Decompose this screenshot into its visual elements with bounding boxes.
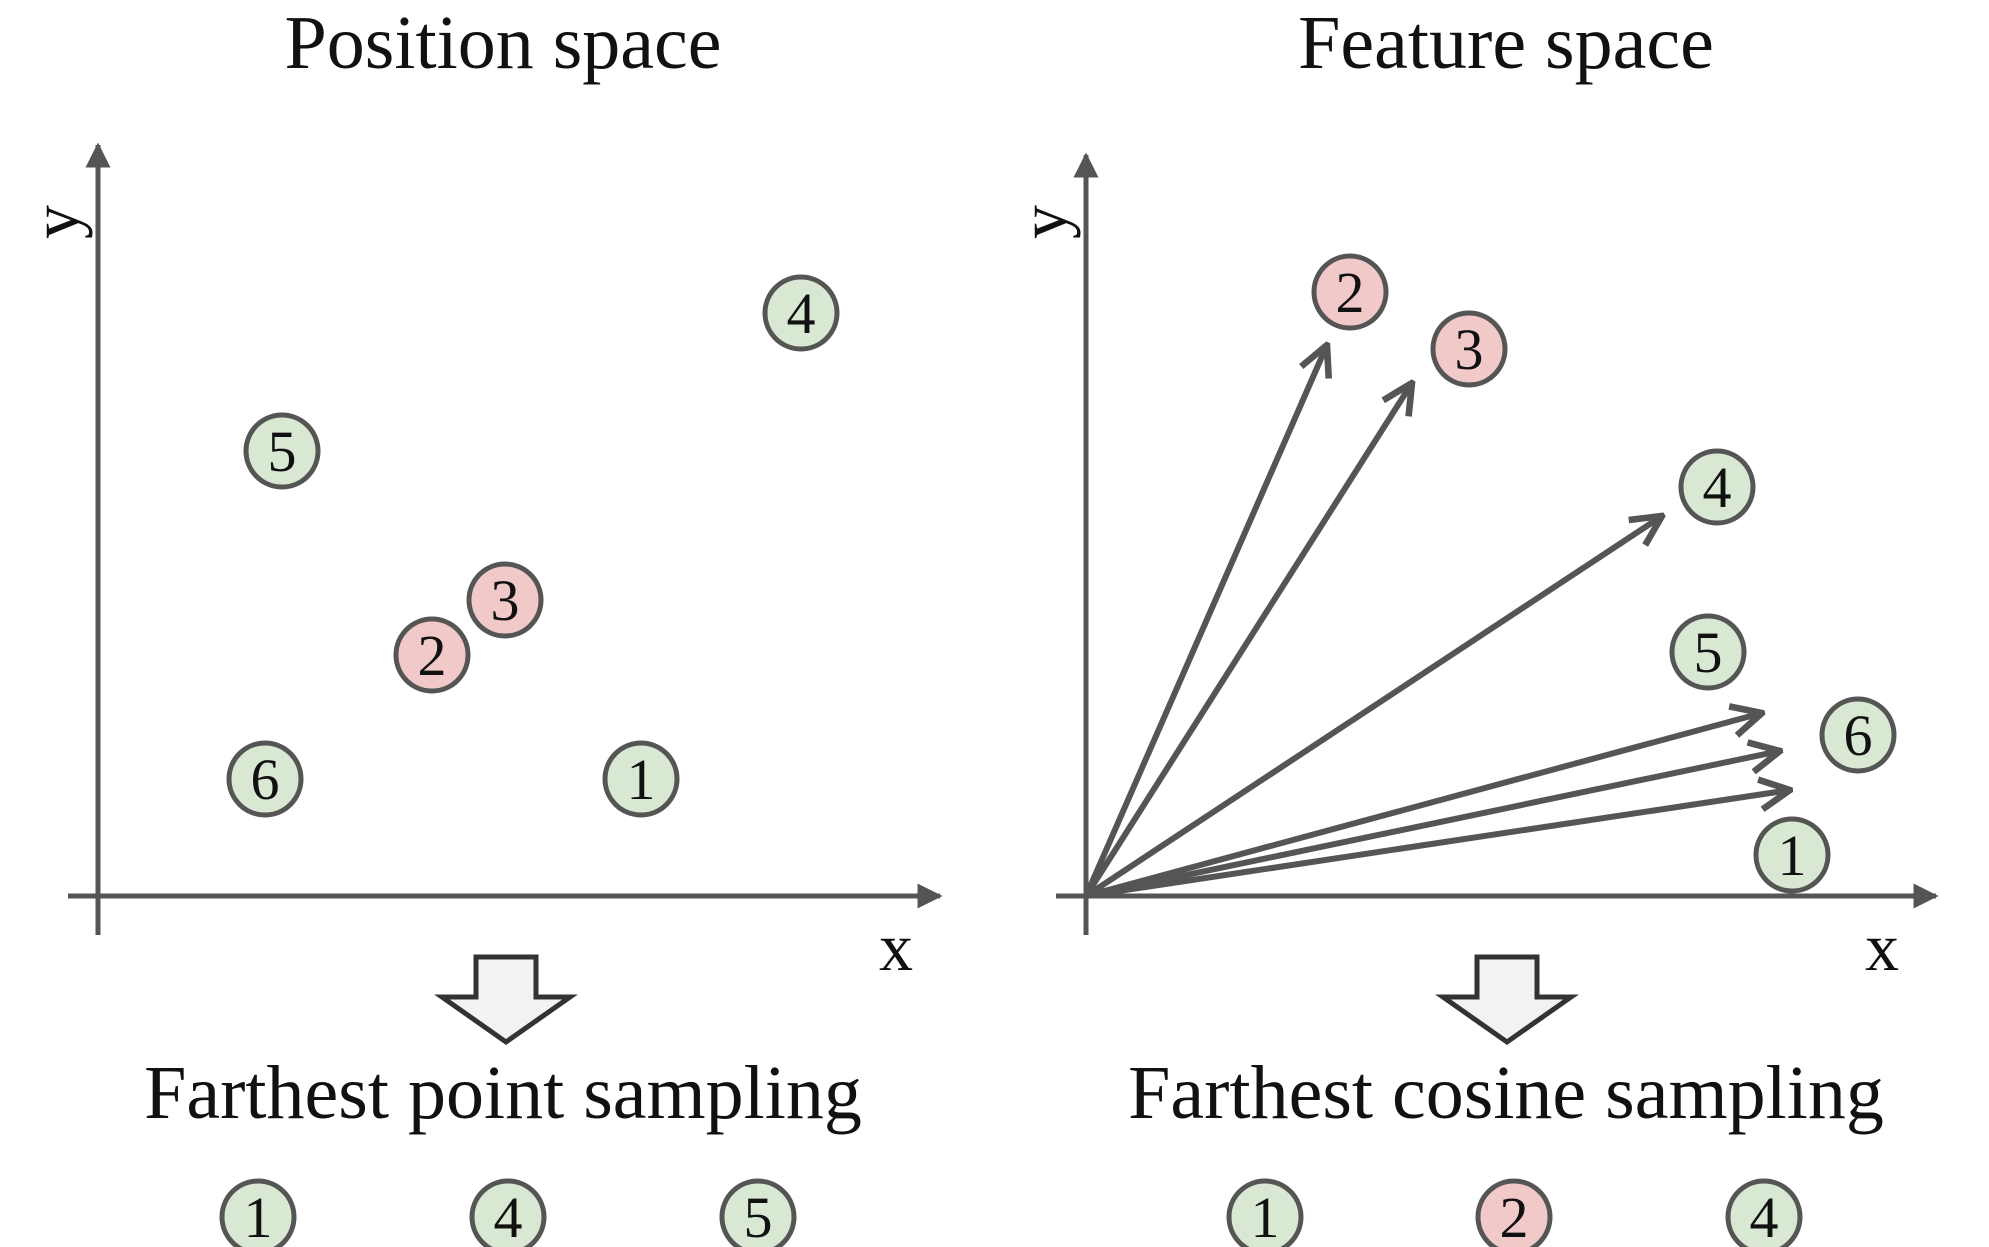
node-circle: [1226, 1178, 1304, 1247]
node-circle: [1475, 1178, 1553, 1247]
position-point-2: 2: [393, 616, 471, 694]
down-arrow-icon: [434, 954, 578, 1046]
feature-points: 1 2 3 4 5 6: [1311, 253, 1897, 894]
node-circle: [602, 740, 680, 818]
position-point-4: 4: [762, 274, 840, 352]
node-label: 4: [494, 1185, 523, 1247]
node-label: 1: [244, 1185, 273, 1247]
node-circle: [466, 561, 544, 639]
node-circle: [1753, 816, 1831, 894]
position-point-5: 5: [243, 412, 321, 490]
feature-selected-points: 1 2 4: [1226, 1178, 1803, 1247]
node-label: 4: [1750, 1185, 1779, 1247]
selected-point-1: 1: [219, 1178, 297, 1247]
feature-vector-5: [1085, 713, 1762, 899]
feature-point-5: 5: [1669, 613, 1747, 691]
node-circle: [226, 740, 304, 818]
feature-point-1: 1: [1753, 816, 1831, 894]
node-circle: [1669, 613, 1747, 691]
feature-point-3: 3: [1430, 310, 1508, 388]
node-circle: [1678, 448, 1756, 526]
node-circle: [1430, 310, 1508, 388]
selected-point-5: 5: [719, 1178, 797, 1247]
selected-point-4: 4: [469, 1178, 547, 1247]
node-label: 6: [251, 747, 280, 812]
node-circle: [219, 1178, 297, 1247]
node-label: 6: [1844, 703, 1873, 768]
node-label: 2: [1500, 1185, 1529, 1247]
feature-vector-3: [1083, 383, 1412, 898]
farthest-cosine-sampling-caption: Farthest cosine sampling: [1128, 1051, 1884, 1135]
feature-vector-2: [1083, 345, 1327, 898]
feature-space-title: Feature space: [1298, 1, 1714, 85]
node-label: 1: [627, 747, 656, 812]
position-point-3: 3: [466, 561, 544, 639]
feature-point-6: 6: [1819, 696, 1897, 774]
selected-point-4: 4: [1725, 1178, 1803, 1247]
node-circle: [1819, 696, 1897, 774]
y-axis-label: y: [1005, 205, 1081, 239]
selected-point-2: 2: [1475, 1178, 1553, 1247]
node-circle: [1311, 253, 1389, 331]
feature-point-4: 4: [1678, 448, 1756, 526]
node-label: 1: [1251, 1185, 1280, 1247]
node-label: 3: [491, 568, 520, 633]
feature-space-panel: Feature space y x 1 2 3 4 5 6 Farthest cosine…: [1005, 1, 1939, 1247]
node-circle: [719, 1178, 797, 1247]
farthest-point-sampling-caption: Farthest point sampling: [144, 1051, 862, 1135]
position-point-1: 1: [602, 740, 680, 818]
feature-vectors: [1083, 345, 1790, 899]
node-circle: [1725, 1178, 1803, 1247]
position-selected-points: 1 4 5: [219, 1178, 797, 1247]
y-axis-label: y: [17, 205, 93, 239]
down-arrow-icon: [1435, 954, 1579, 1046]
feature-vector-1: [1085, 790, 1790, 899]
selected-point-1: 1: [1226, 1178, 1304, 1247]
node-label: 5: [268, 419, 297, 484]
node-label: 2: [1336, 260, 1365, 325]
node-circle: [469, 1178, 547, 1247]
node-circle: [243, 412, 321, 490]
x-axis-label: x: [1865, 909, 1899, 985]
feature-vector-6: [1085, 751, 1780, 899]
x-axis-label: x: [879, 909, 913, 985]
node-label: 2: [418, 623, 447, 688]
feature-point-2: 2: [1311, 253, 1389, 331]
node-label: 3: [1455, 317, 1484, 382]
node-label: 4: [1703, 455, 1732, 520]
node-circle: [393, 616, 471, 694]
position-space-title: Position space: [285, 1, 722, 85]
position-point-6: 6: [226, 740, 304, 818]
node-label: 1: [1778, 823, 1807, 888]
node-label: 4: [787, 281, 816, 346]
node-label: 5: [1694, 620, 1723, 685]
node-circle: [762, 274, 840, 352]
feature-vector-4: [1084, 516, 1662, 899]
node-label: 5: [744, 1185, 773, 1247]
